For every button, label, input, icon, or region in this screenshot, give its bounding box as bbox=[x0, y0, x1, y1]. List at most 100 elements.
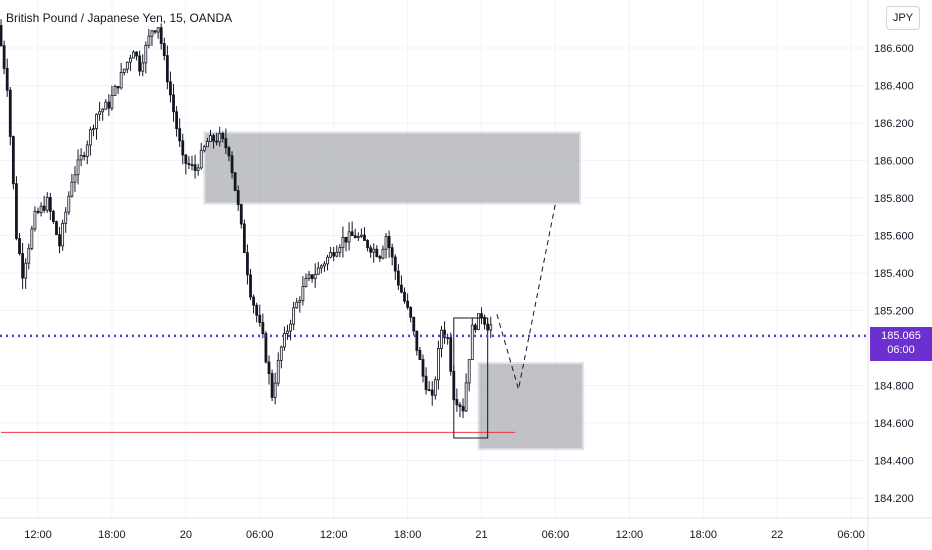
candle-body bbox=[279, 346, 283, 361]
candle-body bbox=[144, 44, 148, 64]
y-tick-label: 186.600 bbox=[874, 43, 914, 55]
x-tick-label: 06:00 bbox=[542, 529, 570, 541]
candle-body bbox=[221, 133, 225, 140]
candle-body bbox=[433, 379, 437, 396]
candle-body bbox=[338, 247, 342, 253]
x-tick-label: 21 bbox=[475, 529, 487, 541]
candle-body bbox=[236, 190, 240, 206]
y-tick-label: 186.000 bbox=[874, 156, 914, 168]
candle-body bbox=[375, 248, 379, 257]
candle-body bbox=[356, 235, 360, 239]
y-tick-label: 186.200 bbox=[874, 118, 914, 130]
y-tick-label: 185.800 bbox=[874, 193, 914, 205]
candle-body bbox=[436, 348, 440, 381]
candle-body bbox=[403, 291, 406, 302]
y-tick-label: 184.400 bbox=[874, 456, 914, 468]
candle-body bbox=[15, 183, 18, 239]
candle-body bbox=[477, 313, 480, 331]
candle-body bbox=[316, 267, 320, 275]
candle-body bbox=[141, 62, 145, 72]
candle-body bbox=[58, 234, 61, 247]
candle-body bbox=[353, 235, 357, 239]
candle-body bbox=[101, 108, 105, 113]
candle-body bbox=[104, 101, 108, 110]
candle-body bbox=[470, 324, 474, 361]
candle-body bbox=[264, 333, 268, 363]
supply-demand-zones bbox=[203, 131, 585, 451]
candle-body bbox=[73, 174, 77, 183]
candle-body bbox=[270, 373, 274, 398]
candle-body bbox=[489, 324, 493, 331]
candle-body bbox=[172, 94, 175, 113]
candle-body bbox=[107, 101, 111, 109]
candle-body bbox=[363, 234, 366, 241]
x-tick-label: 06:00 bbox=[246, 529, 274, 541]
candle-body bbox=[369, 247, 373, 253]
candle-body bbox=[455, 399, 459, 406]
candle-body bbox=[242, 223, 246, 254]
x-tick-label: 18:00 bbox=[98, 529, 126, 541]
candle-body bbox=[307, 274, 311, 279]
candle-body bbox=[48, 197, 52, 212]
candle-body bbox=[473, 324, 477, 331]
candle-body bbox=[64, 211, 68, 224]
candle-body bbox=[282, 333, 286, 348]
candle-body bbox=[480, 313, 483, 318]
x-tick-label: 06:00 bbox=[837, 529, 865, 541]
candle-body bbox=[301, 286, 305, 301]
candle-body bbox=[458, 404, 462, 407]
candle-body bbox=[366, 240, 369, 249]
currency-button[interactable]: JPY bbox=[886, 6, 920, 30]
candle-body bbox=[319, 265, 323, 269]
candle-body bbox=[286, 330, 289, 334]
candle-body bbox=[329, 252, 333, 258]
candle-body bbox=[24, 262, 28, 279]
candle-body bbox=[335, 251, 339, 257]
candle-body bbox=[409, 306, 413, 318]
candle-body bbox=[95, 113, 98, 129]
last-price-countdown: 06:00 bbox=[887, 343, 915, 356]
candle-body bbox=[181, 140, 185, 156]
range-box bbox=[453, 317, 489, 439]
candle-body bbox=[27, 247, 31, 264]
candle-body bbox=[289, 323, 292, 332]
candle-body bbox=[82, 154, 86, 157]
candle-body bbox=[132, 51, 135, 59]
candle-body bbox=[412, 316, 416, 332]
candle-body bbox=[138, 55, 142, 72]
candle-body bbox=[267, 361, 271, 375]
candle-body bbox=[396, 270, 400, 286]
candle-body bbox=[418, 350, 422, 360]
candle-body bbox=[122, 68, 126, 73]
x-tick-label: 18:00 bbox=[394, 529, 422, 541]
candle-body bbox=[295, 301, 299, 309]
y-tick-label: 186.400 bbox=[874, 81, 914, 93]
candle-body bbox=[323, 263, 326, 267]
candle-body bbox=[261, 322, 265, 335]
y-tick-label: 185.200 bbox=[874, 306, 914, 318]
candle-body bbox=[347, 231, 351, 243]
candle-body bbox=[162, 43, 166, 57]
x-tick-label: 20 bbox=[180, 529, 192, 541]
chart-title: British Pound / Japanese Yen, 15, OANDA bbox=[6, 11, 232, 25]
candle-body bbox=[2, 45, 6, 69]
candle-body bbox=[372, 248, 376, 253]
candle-body bbox=[341, 236, 345, 249]
y-tick-label: 185.600 bbox=[874, 231, 914, 243]
candle-body bbox=[310, 274, 314, 280]
candle-body bbox=[11, 136, 15, 185]
candle-body bbox=[406, 300, 410, 308]
y-tick-label: 185.400 bbox=[874, 268, 914, 280]
candle-body bbox=[400, 284, 403, 293]
candle-body bbox=[292, 307, 296, 325]
candle-body bbox=[42, 205, 46, 211]
y-tick-label: 184.200 bbox=[874, 493, 914, 505]
y-tick-label: 184.800 bbox=[874, 381, 914, 393]
x-tick-label: 18:00 bbox=[690, 529, 718, 541]
candle-body bbox=[165, 55, 169, 83]
candle-body bbox=[67, 195, 71, 213]
candle-body bbox=[18, 238, 21, 254]
candle-body bbox=[387, 236, 391, 249]
